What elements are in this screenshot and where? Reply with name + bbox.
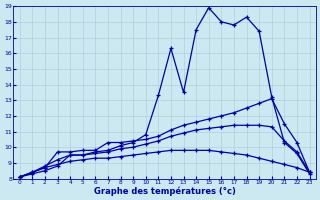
- X-axis label: Graphe des températures (°c): Graphe des températures (°c): [94, 186, 236, 196]
